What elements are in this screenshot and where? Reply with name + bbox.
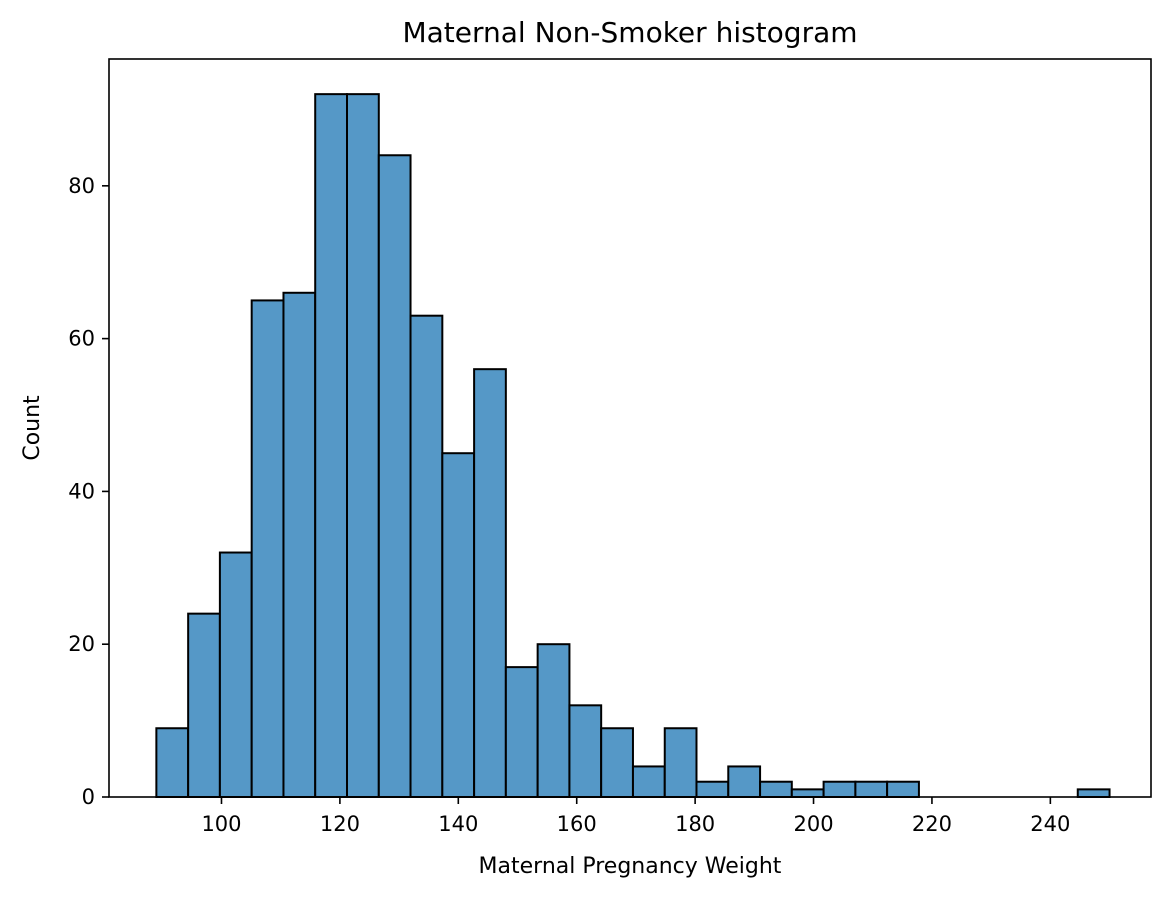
histogram-bar	[854, 780, 889, 799]
histogram-bar	[314, 93, 349, 798]
histogram-bar	[568, 704, 603, 799]
histogram-bar	[727, 765, 762, 798]
x-tick-label: 160	[557, 812, 597, 836]
plot-frame	[108, 58, 1152, 798]
y-tick-label: 40	[68, 479, 95, 503]
y-tick-label: 20	[68, 632, 95, 656]
histogram-bar	[631, 765, 666, 798]
histogram-bar	[600, 727, 634, 799]
histogram-bar	[218, 551, 253, 798]
chart-title: Maternal Non-Smoker histogram	[402, 16, 857, 49]
x-tick-label: 120	[320, 812, 360, 836]
histogram-bar	[473, 368, 507, 798]
x-tick-label: 200	[793, 812, 833, 836]
x-tick-label: 100	[201, 812, 241, 836]
y-tick-label: 0	[82, 785, 95, 809]
x-tick-label: 240	[1030, 812, 1070, 836]
x-tick-label: 220	[912, 812, 952, 836]
y-axis-label: Count	[20, 395, 45, 461]
y-axis-ticks: 0 20 40 60 80	[68, 174, 109, 809]
x-tick-label: 180	[675, 812, 715, 836]
histogram-bar	[663, 727, 698, 799]
histogram-bar	[886, 780, 920, 799]
histogram-bar	[155, 727, 190, 799]
y-tick-label: 60	[68, 327, 95, 351]
histogram-bar	[695, 780, 730, 799]
histogram-bar	[822, 780, 857, 799]
histogram-bar	[759, 780, 793, 799]
y-tick-label: 80	[68, 174, 95, 198]
histogram-bar	[187, 612, 221, 798]
histogram-bar	[504, 666, 539, 798]
histogram-bars	[155, 93, 1111, 799]
histogram-bar	[377, 154, 412, 798]
x-tick-label: 140	[438, 812, 478, 836]
histogram-bar	[250, 299, 285, 798]
histogram-bar	[409, 314, 444, 798]
x-axis-ticks: 100 120 140 160 180 200 220 240	[201, 797, 1070, 836]
histogram-bar	[1076, 788, 1111, 798]
histogram-bar	[346, 93, 380, 798]
histogram-bar	[282, 291, 317, 798]
histogram-bar	[441, 452, 476, 798]
histogram-bar	[536, 643, 571, 798]
x-axis-label: Maternal Pregnancy Weight	[479, 854, 782, 879]
histogram-bar	[790, 788, 825, 798]
